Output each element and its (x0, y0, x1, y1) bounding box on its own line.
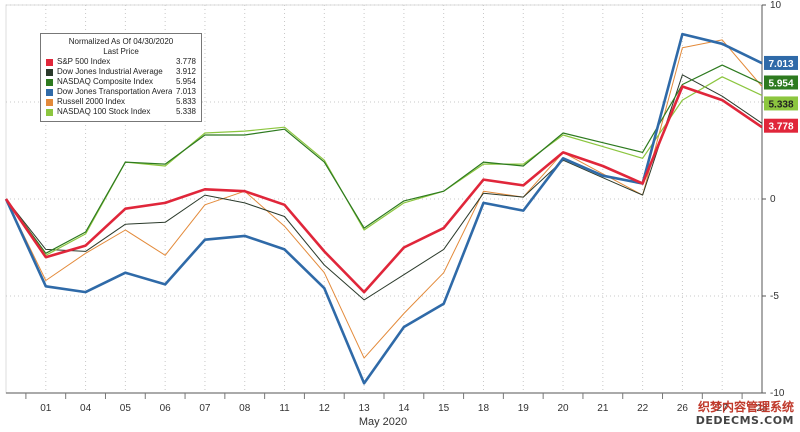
x-tick-label: 12 (319, 403, 331, 414)
last-value-label: 5.954 (768, 78, 793, 89)
last-value-label: 7.013 (768, 59, 793, 70)
last-value-label: 5.338 (768, 99, 793, 110)
x-axis-label: May 2020 (359, 416, 407, 428)
legend-item: S&P 500 Index 3.778 (46, 57, 196, 67)
x-axis: 01 04 05 06 07 08 11 12 13 14 15 18 19 20 21 22 26 27 28 Ma… (6, 392, 768, 428)
x-tick-label: 28 (756, 403, 768, 414)
series-line (5, 64, 763, 254)
y-tick-label: 10 (770, 0, 782, 11)
legend-swatch (46, 68, 53, 76)
legend-value: 7.013 (175, 87, 196, 96)
x-tick-label: 21 (597, 403, 609, 414)
watermark: 织梦内容管理系统 DEDECMS.COM (696, 400, 794, 428)
x-tick-label: 18 (478, 403, 490, 414)
legend-swatch (46, 58, 53, 66)
last-value-flags: 7.013 5.954 5.338 3.778 (764, 55, 798, 133)
x-tick-label: 14 (398, 403, 410, 414)
series-line (5, 39, 763, 359)
series-lines (4, 32, 763, 385)
y-tick-label: -5 (770, 291, 779, 302)
legend-value: 3.778 (175, 57, 196, 66)
legend-item: NASDAQ Composite Index 5.954 (46, 77, 196, 87)
x-tick-label: 07 (199, 403, 211, 414)
legend-label: Dow Jones Industrial Average (57, 67, 163, 76)
x-tick-label: 11 (279, 403, 290, 414)
legend-label: Russell 2000 Index (57, 97, 126, 106)
legend-item: Dow Jones Industrial Average 3.912 (46, 67, 196, 77)
x-tick-label: 26 (677, 403, 689, 414)
y-tick-label: -10 (770, 388, 785, 399)
legend-swatch (46, 108, 53, 116)
x-tick-label: 01 (40, 403, 52, 414)
last-value-flag (764, 96, 798, 111)
legend-item: Dow Jones Transportation Average 7.013 (46, 87, 196, 97)
legend-label: NASDAQ 100 Stock Index (57, 107, 151, 116)
series-line (4, 32, 763, 385)
legend-swatch (46, 98, 53, 106)
last-value-label: 3.778 (768, 122, 793, 133)
x-tick-label: 22 (637, 403, 649, 414)
last-value-flag (764, 55, 798, 70)
series-line (5, 74, 763, 301)
x-tick-label: 15 (438, 403, 450, 414)
legend-label: Dow Jones Transportation Average (57, 87, 172, 96)
last-value-flag (764, 75, 798, 90)
legend-value: 5.833 (175, 97, 196, 106)
series-line (4, 85, 763, 294)
legend-rows: S&P 500 Index 3.778 Dow Jones Industrial A… (46, 57, 196, 117)
x-tick-label: 06 (160, 403, 172, 414)
legend-title: Normalized As Of 04/30/2020 (68, 37, 174, 46)
watermark-line-1: 织梦内容管理系统 (697, 400, 794, 414)
x-tick-label: 05 (120, 403, 132, 414)
legend-swatch (46, 78, 53, 86)
y-tick-label: 0 (770, 194, 776, 205)
legend-label: S&P 500 Index (57, 57, 111, 66)
x-tick-label: 19 (518, 403, 530, 414)
x-tick-label: 27 (717, 403, 729, 414)
legend: Normalized As Of 04/30/2020 Last Price S… (40, 33, 202, 122)
legend-value: 5.954 (175, 77, 196, 86)
legend-value: 3.912 (175, 67, 196, 76)
x-tick-label: 20 (557, 403, 569, 414)
watermark-line-2: DEDECMS.COM (695, 414, 794, 427)
legend-swatch (46, 88, 53, 96)
legend-label: NASDAQ Composite Index (57, 77, 154, 86)
legend-item: Russell 2000 Index 5.833 (46, 97, 196, 107)
legend-subtitle: Last Price (103, 47, 139, 56)
x-tick-label: 13 (359, 403, 371, 414)
x-tick-label: 08 (239, 403, 251, 414)
legend-item: NASDAQ 100 Stock Index 5.338 (46, 107, 196, 117)
legend-value: 5.338 (175, 107, 196, 116)
x-tick-label: 04 (80, 403, 92, 414)
last-value-flag (764, 118, 798, 133)
